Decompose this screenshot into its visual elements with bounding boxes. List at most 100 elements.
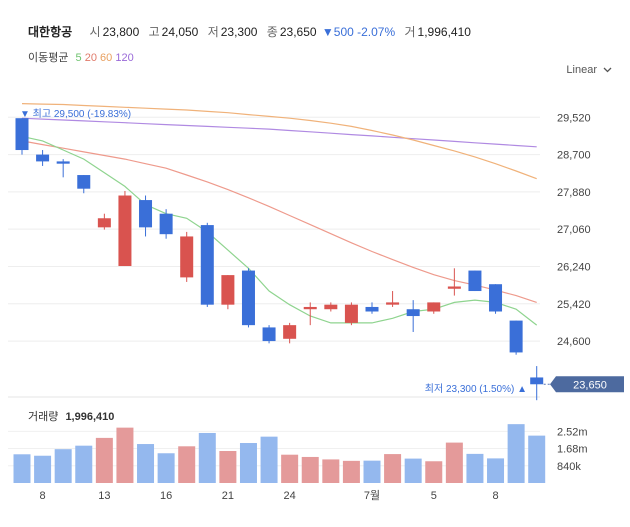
date-tick-label: 16 xyxy=(160,490,172,502)
volume-bar[interactable] xyxy=(425,461,443,483)
candle[interactable] xyxy=(15,118,29,155)
volume-total: 1,996,410 xyxy=(65,411,114,423)
low-label: 저 xyxy=(207,25,219,39)
high-marker: ▼ 최고 29,500 (-19.83%) xyxy=(20,108,131,120)
volume-bar[interactable] xyxy=(54,449,72,483)
date-tick-label: 24 xyxy=(284,490,296,502)
candle[interactable] xyxy=(241,268,255,328)
volume-bar[interactable] xyxy=(281,454,299,483)
volume-title: 거래량 1,996,410 xyxy=(28,410,114,423)
price-tick-label: 27,880 xyxy=(557,187,591,199)
volume-bar[interactable] xyxy=(487,458,505,483)
candle[interactable] xyxy=(97,213,111,230)
price-markers: ▼ 최고 29,500 (-19.83%) 최저 23,300 (1.50%) ▲… xyxy=(20,108,624,395)
high-value: 24,050 xyxy=(161,25,199,39)
close-value: 23,650 xyxy=(279,25,317,39)
volume-bar[interactable] xyxy=(219,451,237,483)
price-axis: 29,520 28,700 27,880 27,060 26,240 25,420 24,6… xyxy=(557,112,591,348)
price-tick-label: 28,700 xyxy=(557,150,591,162)
ma5-line xyxy=(21,135,538,326)
price-tick-label: 25,420 xyxy=(557,299,591,311)
candle[interactable] xyxy=(447,268,461,296)
candle[interactable] xyxy=(56,159,70,178)
candle[interactable] xyxy=(221,275,235,310)
volume-bar[interactable] xyxy=(198,432,216,483)
volume-tick-label: 1.68m xyxy=(557,444,588,456)
candle[interactable] xyxy=(139,195,153,237)
ma-120-label[interactable]: 120 xyxy=(115,52,134,64)
close-label: 종 xyxy=(266,25,278,39)
candle[interactable] xyxy=(530,366,544,401)
date-tick-label: 7월 xyxy=(364,489,380,502)
volume-bar[interactable] xyxy=(384,454,402,483)
high-label: 고 xyxy=(148,25,160,39)
volume-bar[interactable] xyxy=(75,445,93,483)
volume-bar[interactable] xyxy=(342,460,360,483)
volume-bar[interactable] xyxy=(301,456,319,483)
candle[interactable] xyxy=(365,302,379,314)
volume-bar[interactable] xyxy=(363,460,381,483)
stock-name: 대한항공 xyxy=(28,25,73,39)
stock-header: 대한항공 시 23,800 고 24,050 저 23,300 종 23,650 ▼50… xyxy=(28,23,471,40)
ma20-line xyxy=(21,140,537,303)
volume-tick-label: 840k xyxy=(557,461,581,473)
candle[interactable] xyxy=(468,270,482,292)
scale-label: Linear xyxy=(566,64,597,76)
candle[interactable] xyxy=(344,302,358,326)
moving-average-lines xyxy=(21,103,538,326)
volume-bar[interactable] xyxy=(34,455,52,483)
candle[interactable] xyxy=(406,300,420,332)
last-price-label: 23,650 xyxy=(573,379,607,391)
volume-bar[interactable] xyxy=(95,437,113,483)
volume-bar[interactable] xyxy=(178,446,196,483)
chevron-down-icon xyxy=(603,67,612,73)
low-marker: 최저 23,300 (1.50%) ▲ xyxy=(425,383,527,395)
ma120-line xyxy=(21,117,537,148)
price-tick-label: 29,520 xyxy=(557,112,591,124)
volume-bar[interactable] xyxy=(445,442,463,483)
ma-60-label[interactable]: 60 xyxy=(100,52,113,64)
ma-20-label[interactable]: 20 xyxy=(84,52,97,64)
volume-bar[interactable] xyxy=(322,459,340,483)
volume-bar[interactable] xyxy=(260,436,278,483)
volume-axis: 2.52m 1.68m 840k xyxy=(557,426,588,472)
candle[interactable] xyxy=(509,320,523,355)
date-tick-label: 8 xyxy=(492,490,498,502)
price-tick-label: 24,600 xyxy=(557,336,591,348)
candle[interactable] xyxy=(200,222,214,307)
candle[interactable] xyxy=(283,322,297,344)
price-tick-label: 27,060 xyxy=(557,224,591,236)
candle[interactable] xyxy=(118,190,132,267)
candle[interactable] xyxy=(159,209,173,239)
candlestick-series xyxy=(15,118,544,401)
volume-bar[interactable] xyxy=(507,424,525,483)
candle[interactable] xyxy=(427,302,441,314)
date-tick-label: 8 xyxy=(40,490,46,502)
moving-average-label: 이동평균 xyxy=(28,52,69,64)
volume-bar[interactable] xyxy=(157,453,175,483)
volume-bar[interactable] xyxy=(466,453,484,483)
candle[interactable] xyxy=(77,175,91,194)
volume-bar[interactable] xyxy=(239,443,257,483)
scale-dropdown[interactable]: Linear xyxy=(566,64,612,76)
volume-value: 1,996,410 xyxy=(417,25,471,39)
ma-5-label[interactable]: 5 xyxy=(75,52,82,64)
volume-bar[interactable] xyxy=(404,458,422,483)
volume-bar[interactable] xyxy=(137,444,155,483)
candle[interactable] xyxy=(303,302,317,326)
candle[interactable] xyxy=(36,150,50,166)
candle[interactable] xyxy=(180,231,194,282)
volume-bar[interactable] xyxy=(528,435,546,483)
candle[interactable] xyxy=(262,325,276,344)
open-value: 23,800 xyxy=(102,25,140,39)
volume-bar[interactable] xyxy=(13,454,31,483)
date-tick-label: 13 xyxy=(98,490,110,502)
volume-label: 거 xyxy=(404,25,416,39)
volume-bar[interactable] xyxy=(116,427,134,483)
candle[interactable] xyxy=(489,284,503,314)
candle[interactable] xyxy=(324,302,338,312)
candle[interactable] xyxy=(386,291,400,307)
ma60-line xyxy=(21,103,537,180)
price-tick-label: 26,240 xyxy=(557,261,591,273)
